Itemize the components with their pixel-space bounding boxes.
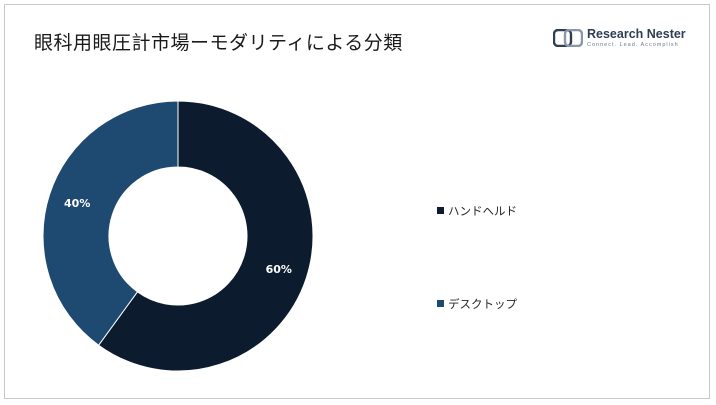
research-nester-logo: Research Nester Connect. Lead. Accomplis… (553, 27, 686, 53)
logo-tagline: Connect. Lead. Accomplish (587, 42, 679, 48)
legend-swatch-desktop (437, 300, 444, 307)
data-label-desktop: 40% (64, 197, 90, 210)
slice-desktop (42, 100, 179, 346)
legend-swatch-handheld (437, 207, 444, 214)
slice-handheld (97, 100, 314, 372)
legend-label-desktop: デスクトップ (448, 297, 517, 311)
legend-label-handheld: ハンドヘルド (448, 204, 517, 218)
logo-name: Research Nester (587, 27, 686, 41)
donut-labels: 60% 40% (64, 197, 292, 276)
data-label-handheld: 60% (266, 263, 292, 276)
donut-slices (42, 100, 314, 372)
chart-title: 眼科用眼圧計市場ーモダリティによる分類 (34, 32, 403, 54)
logo-mark-icon (553, 29, 583, 47)
